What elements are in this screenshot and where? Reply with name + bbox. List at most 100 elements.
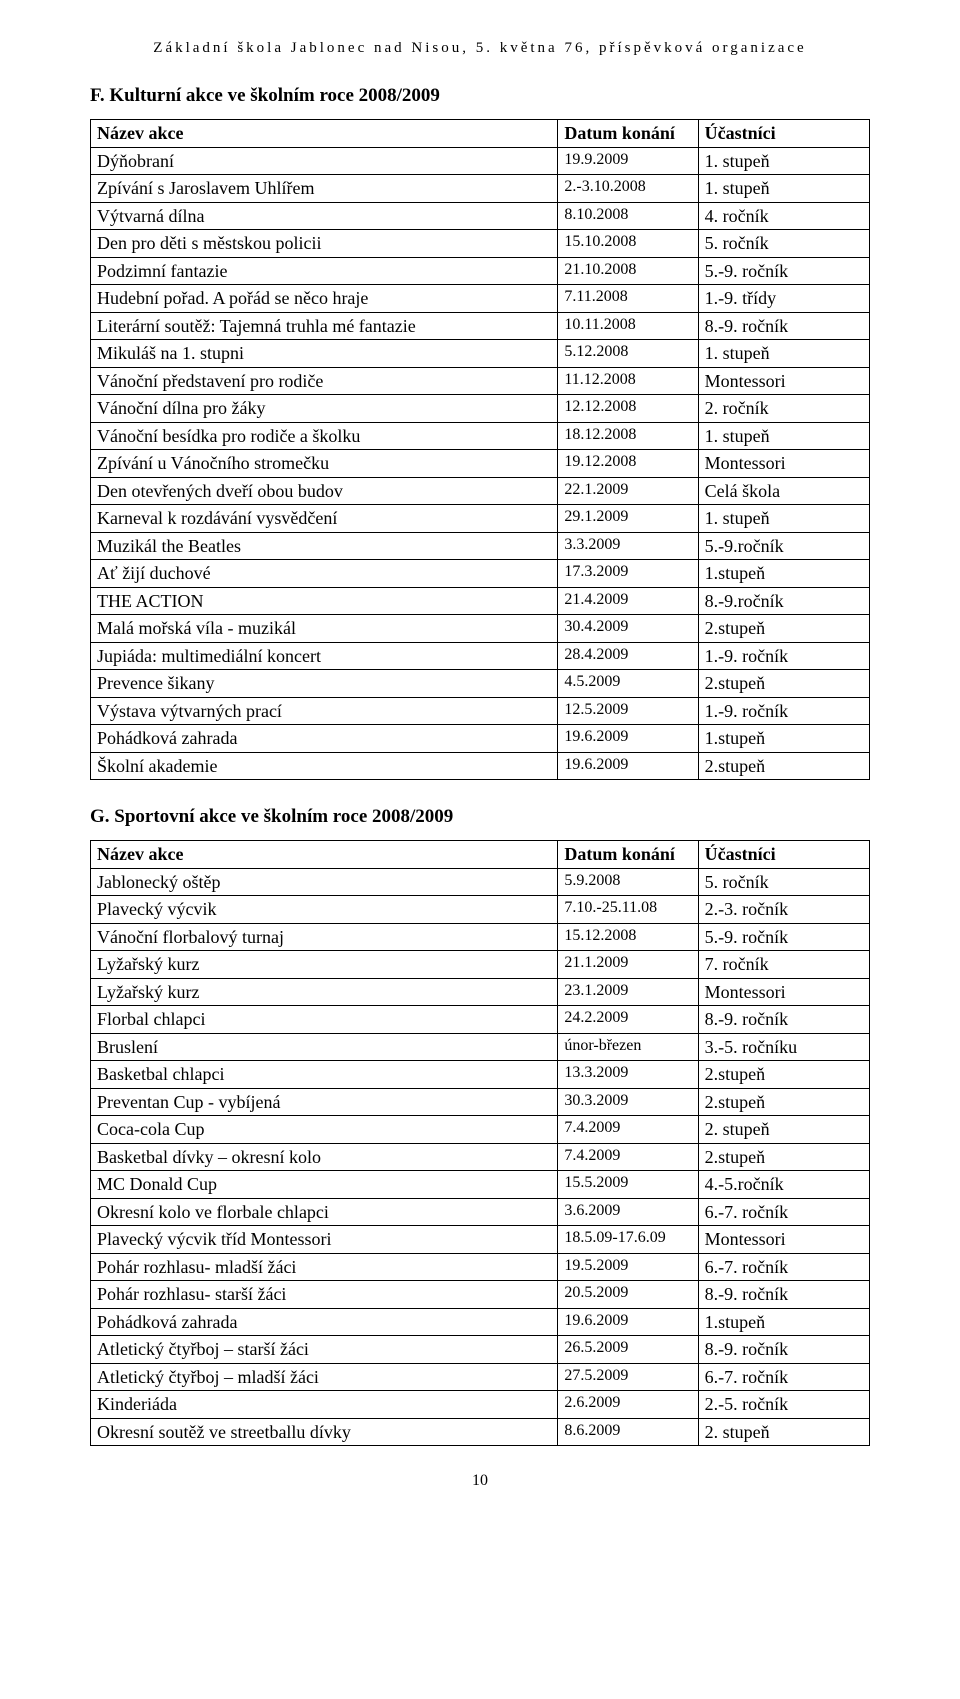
cell-participants: 2.stupeň: [698, 1088, 869, 1116]
cell-name: Atletický čtyřboj – mladší žáci: [91, 1363, 558, 1391]
cell-date: 24.2.2009: [558, 1006, 698, 1034]
cell-participants: 8.-9.ročník: [698, 587, 869, 615]
cell-participants: 1. stupeň: [698, 147, 869, 175]
cell-participants: 1. stupeň: [698, 175, 869, 203]
cell-date: 3.3.2009: [558, 532, 698, 560]
cell-date: 10.11.2008: [558, 312, 698, 340]
table-row: Prevence šikany4.5.20092.stupeň: [91, 670, 870, 698]
cell-date: 21.1.2009: [558, 951, 698, 979]
cell-name: Karneval k rozdávání vysvědčení: [91, 505, 558, 533]
cell-name: Literární soutěž: Tajemná truhla mé fant…: [91, 312, 558, 340]
cell-name: Malá mořská víla - muzikál: [91, 615, 558, 643]
table-row: MC Donald Cup15.5.20094.-5.ročník: [91, 1171, 870, 1199]
cell-date: 21.4.2009: [558, 587, 698, 615]
table-row: Mikuláš na 1. stupni5.12.20081. stupeň: [91, 340, 870, 368]
cell-date: 22.1.2009: [558, 477, 698, 505]
page-number: 10: [90, 1472, 870, 1490]
table-row: Pohár rozhlasu- mladší žáci19.5.20096.-7…: [91, 1253, 870, 1281]
cell-participants: 5. ročník: [698, 230, 869, 258]
table-row: Vánoční představení pro rodiče11.12.2008…: [91, 367, 870, 395]
cell-name: Pohádková zahrada: [91, 1308, 558, 1336]
cell-name: Výtvarná dílna: [91, 202, 558, 230]
cell-participants: 1.-9. třídy: [698, 285, 869, 313]
table-header-row: Název akce Datum konání Účastníci: [91, 841, 870, 869]
table-row: Literární soutěž: Tajemná truhla mé fant…: [91, 312, 870, 340]
section-gap: [90, 780, 870, 798]
cell-participants: 8.-9. ročník: [698, 312, 869, 340]
cell-date: 7.10.-25.11.08: [558, 896, 698, 924]
cell-name: Dýňobraní: [91, 147, 558, 175]
cell-name: Lyžařský kurz: [91, 978, 558, 1006]
cell-participants: 1.-9. ročník: [698, 697, 869, 725]
cell-participants: 8.-9. ročník: [698, 1281, 869, 1309]
cell-participants: 7. ročník: [698, 951, 869, 979]
cell-participants: 8.-9. ročník: [698, 1006, 869, 1034]
table-row: Okresní kolo ve florbale chlapci3.6.2009…: [91, 1198, 870, 1226]
cell-date: 8.6.2009: [558, 1418, 698, 1446]
table-row: Pohádková zahrada19.6.20091.stupeň: [91, 1308, 870, 1336]
cell-date: 15.10.2008: [558, 230, 698, 258]
cell-date: 17.3.2009: [558, 560, 698, 588]
cell-date: 20.5.2009: [558, 1281, 698, 1309]
cell-name: Vánoční představení pro rodiče: [91, 367, 558, 395]
col-participants: Účastníci: [698, 120, 869, 148]
cell-name: Výstava výtvarných prací: [91, 697, 558, 725]
cell-name: Hudební pořad. A pořád se něco hraje: [91, 285, 558, 313]
running-head: Základní škola Jablonec nad Nisou, 5. kv…: [90, 40, 870, 57]
cell-participants: 5.-9. ročník: [698, 257, 869, 285]
table-row: Vánoční besídka pro rodiče a školku18.12…: [91, 422, 870, 450]
cell-participants: Montessori: [698, 450, 869, 478]
cell-participants: Montessori: [698, 978, 869, 1006]
table-row: Dýňobraní19.9.20091. stupeň: [91, 147, 870, 175]
cell-participants: 1.-9. ročník: [698, 642, 869, 670]
cell-name: Podzimní fantazie: [91, 257, 558, 285]
cell-name: Plavecký výcvik tříd Montessori: [91, 1226, 558, 1254]
cell-date: 30.3.2009: [558, 1088, 698, 1116]
cell-date: 2.-3.10.2008: [558, 175, 698, 203]
cell-name: Ať žijí duchové: [91, 560, 558, 588]
cell-participants: 6.-7. ročník: [698, 1253, 869, 1281]
cell-name: Pohár rozhlasu- mladší žáci: [91, 1253, 558, 1281]
cell-participants: Celá škola: [698, 477, 869, 505]
cell-date: 18.12.2008: [558, 422, 698, 450]
table-row: Kinderiáda2.6.20092.-5. ročník: [91, 1391, 870, 1419]
cell-participants: 2.-3. ročník: [698, 896, 869, 924]
cell-name: Školní akademie: [91, 752, 558, 780]
table-row: Výstava výtvarných prací12.5.20091.-9. r…: [91, 697, 870, 725]
cell-name: Basketbal dívky – okresní kolo: [91, 1143, 558, 1171]
cell-name: Preventan Cup - vybíjená: [91, 1088, 558, 1116]
cell-participants: 6.-7. ročník: [698, 1198, 869, 1226]
col-date: Datum konání: [558, 841, 698, 869]
cell-date: 28.4.2009: [558, 642, 698, 670]
cell-name: Lyžařský kurz: [91, 951, 558, 979]
cell-participants: 2. ročník: [698, 395, 869, 423]
cell-date: 15.12.2008: [558, 923, 698, 951]
table-row: Pohádková zahrada19.6.20091.stupeň: [91, 725, 870, 753]
table-row: Vánoční florbalový turnaj15.12.20085.-9.…: [91, 923, 870, 951]
cell-name: Okresní kolo ve florbale chlapci: [91, 1198, 558, 1226]
cell-date: 19.6.2009: [558, 725, 698, 753]
table-row: Atletický čtyřboj – starší žáci26.5.2009…: [91, 1336, 870, 1364]
cell-participants: 2.stupeň: [698, 1143, 869, 1171]
table-row: THE ACTION21.4.20098.-9.ročník: [91, 587, 870, 615]
section-f-title: F. Kulturní akce ve školním roce 2008/20…: [90, 85, 870, 107]
table-row: Plavecký výcvik7.10.-25.11.082.-3. roční…: [91, 896, 870, 924]
table-row: Basketbal dívky – okresní kolo7.4.20092.…: [91, 1143, 870, 1171]
table-row: Karneval k rozdávání vysvědčení29.1.2009…: [91, 505, 870, 533]
cell-date: 30.4.2009: [558, 615, 698, 643]
table-row: Školní akademie19.6.20092.stupeň: [91, 752, 870, 780]
cell-date: 29.1.2009: [558, 505, 698, 533]
table-row: Výtvarná dílna8.10.20084. ročník: [91, 202, 870, 230]
table-row: Podzimní fantazie21.10.20085.-9. ročník: [91, 257, 870, 285]
table-row: Den otevřených dveří obou budov22.1.2009…: [91, 477, 870, 505]
cell-participants: Montessori: [698, 367, 869, 395]
table-row: Jupiáda: multimediální koncert28.4.20091…: [91, 642, 870, 670]
cell-participants: 6.-7. ročník: [698, 1363, 869, 1391]
cell-participants: 4. ročník: [698, 202, 869, 230]
table-row: Muzikál the Beatles3.3.20095.-9.ročník: [91, 532, 870, 560]
cell-name: Bruslení: [91, 1033, 558, 1061]
cell-name: Pohádková zahrada: [91, 725, 558, 753]
cell-name: Okresní soutěž ve streetballu dívky: [91, 1418, 558, 1446]
cell-participants: 4.-5.ročník: [698, 1171, 869, 1199]
cell-name: Atletický čtyřboj – starší žáci: [91, 1336, 558, 1364]
